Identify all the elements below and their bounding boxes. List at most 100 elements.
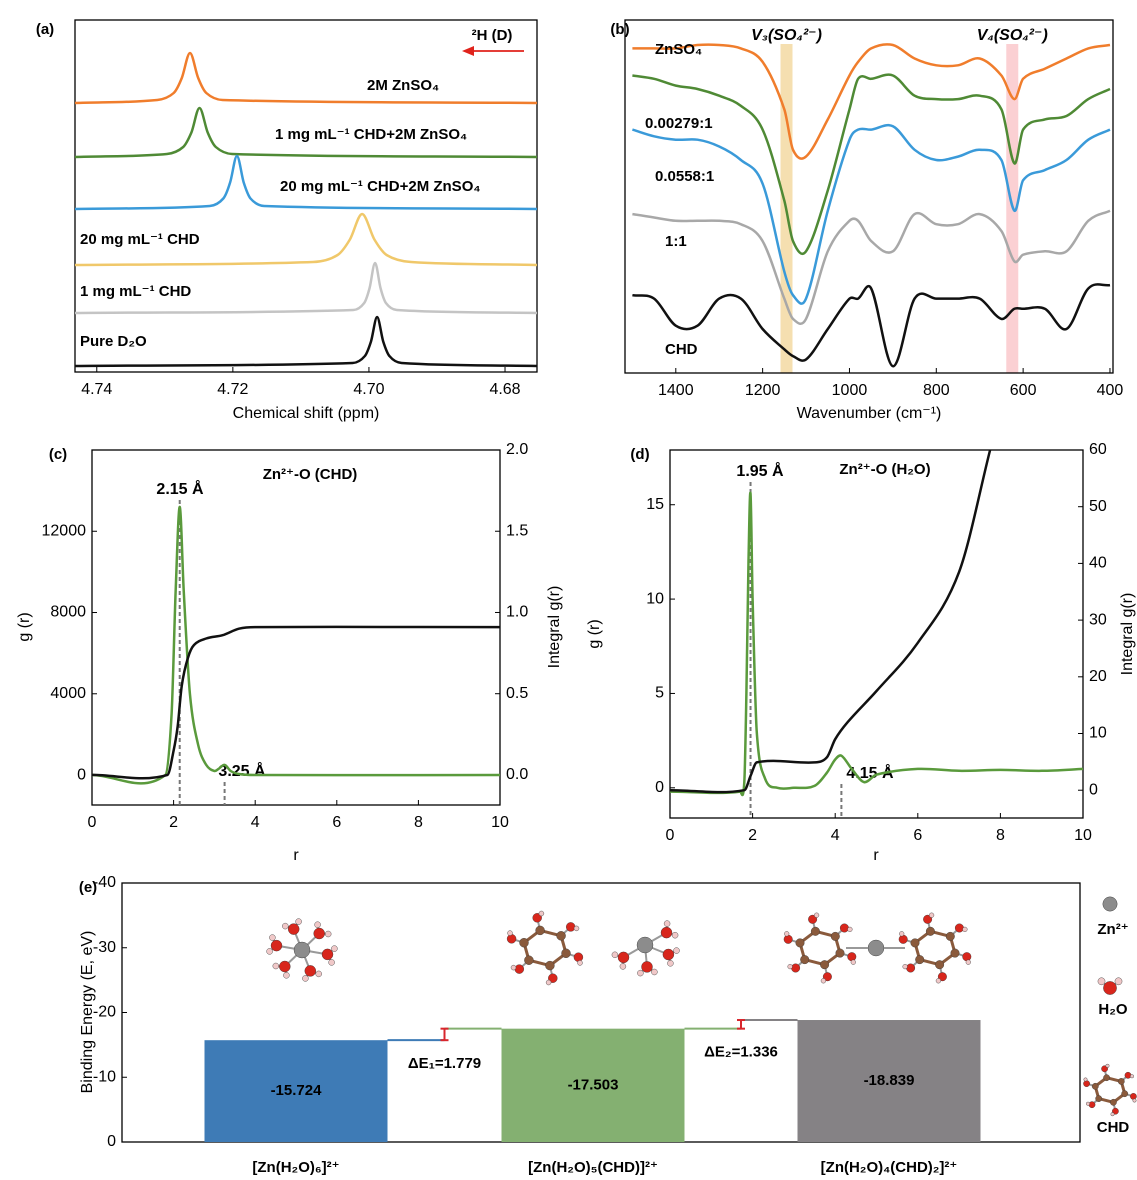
y-tick-label: 12000 [42,522,87,539]
molecule-atom [800,955,810,965]
molecule-atom [519,938,529,948]
x-tick-label: 4.70 [353,381,384,398]
x-tick-label: 800 [923,382,950,399]
molecule-atom [1102,896,1118,912]
molecule-atom [1114,977,1123,986]
molecule-atom [331,945,338,952]
molecule-atom [532,913,542,923]
legend-label: CHD [1097,1119,1130,1136]
x-tick-label: 1200 [745,382,781,399]
y-tick-label: 0 [77,766,86,783]
series-line [669,491,1084,797]
y-tick-label: 2.0 [506,441,528,458]
bar-value-label: -18.839 [864,1072,915,1089]
peak-label: 2.15 Å [156,479,204,498]
x-axis-label: Chemical shift (ppm) [233,405,380,422]
y-tick-label: 15 [646,496,664,513]
molecule-atom [1103,1074,1110,1082]
series-line [74,154,538,211]
y2-axis-label: Integral g(r) [546,586,563,669]
molecule-atom [506,934,517,944]
x-tick-label: 600 [1010,382,1037,399]
x-tick-label: 4.74 [81,381,112,398]
x-tick-label: 1400 [658,382,694,399]
x-tick-label: 400 [1097,382,1124,399]
molecule-atom [548,973,558,983]
series-line [74,261,538,315]
molecule-atom [535,925,545,936]
series-line [632,123,1111,305]
x-tick-label: 8 [996,827,1005,844]
x-tick-label: 1000 [832,382,868,399]
molecule-atom [1110,1112,1115,1117]
molecule-atom [272,962,279,970]
molecule-atom [935,960,945,970]
category-label: [Zn(H₂O)₆]²⁺ [252,1159,339,1176]
molecule-atom [820,960,830,970]
panel-label: (c) [49,446,67,463]
panel-label: (e) [79,879,97,896]
series-line [91,625,501,780]
series-line [632,283,1111,368]
series-line [74,51,538,105]
bar [797,1020,981,1142]
series-label: 1 mg mL⁻¹ CHD [80,283,191,300]
molecule-atom [662,948,675,961]
molecule-atom [1130,1074,1134,1079]
molecule-atom [663,920,671,927]
molecule-atom [279,960,291,973]
series-label: 2M ZnSO₄ [367,77,439,94]
molecule-atom [910,938,920,948]
molecule-atom [283,972,290,979]
series-line [74,212,538,267]
molecule-atom [954,923,964,933]
molecule-atom [1130,1093,1137,1100]
molecule-atom [835,948,845,958]
y-tick-label: 0 [1089,781,1098,798]
molecule-atom [611,951,619,958]
molecule-atom [850,959,856,965]
y-tick-label: 5 [655,685,664,702]
series-label: 1 mg mL⁻¹ CHD+2M ZnSO₄ [275,126,467,143]
y-tick-label: 50 [1089,498,1107,515]
y-tick-label: -10 [93,1068,116,1085]
series-line [91,505,501,785]
y-tick-label: -20 [93,1004,116,1021]
x-tick-label: 2 [169,814,178,831]
x-tick-label: 4 [831,827,840,844]
molecule-atom [899,931,905,937]
molecule-atom [293,941,311,959]
molecule-atom [266,948,273,955]
molecule-atom [573,925,580,932]
molecule-atom [1124,1071,1132,1079]
molecule-atom [617,951,630,964]
series-line [632,43,1111,160]
bar [204,1040,388,1142]
molecule-atom [619,963,627,970]
molecule-atom [637,969,644,977]
molecule-atom [784,931,790,937]
molecule-atom [660,926,673,939]
molecule-atom [573,952,584,962]
plot-frame [624,19,1114,374]
molecule-atom [1132,1098,1137,1103]
molecule-atom [791,963,801,973]
molecule-atom [328,959,335,966]
x-tick-label: 0 [88,814,97,831]
x-tick-label: 6 [332,814,341,831]
molecule-atom [561,948,571,958]
molecule-atom [1105,1063,1110,1068]
band-label: V₄(SO₄²⁻) [977,27,1048,44]
molecule-atom [795,938,805,948]
molecule-atom [524,955,534,965]
molecule-atom [830,931,840,941]
molecule-atom [935,978,941,984]
series-label: 0.0558:1 [655,168,714,185]
molecule-atom [1121,1090,1129,1098]
molecule-atom [787,964,793,970]
molecule-atom [295,918,302,925]
series-label: 20 mg mL⁻¹ CHD [80,231,200,248]
molecule-atom [906,963,916,973]
band-label: V₃(SO₄²⁻) [751,27,822,44]
